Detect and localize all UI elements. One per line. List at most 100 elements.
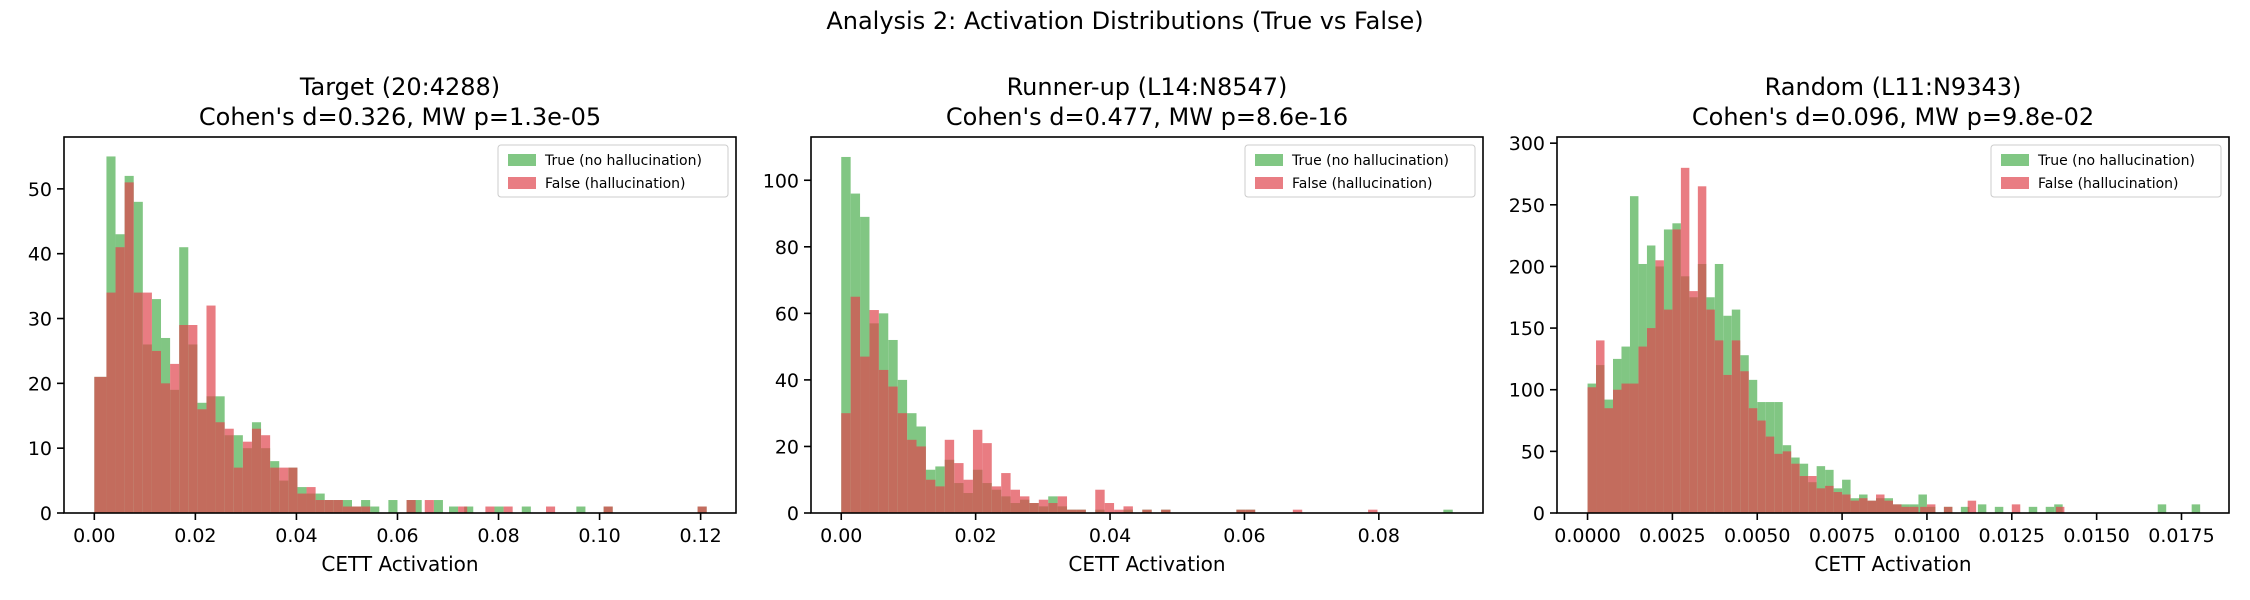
x-tick-label: 0.12	[679, 525, 721, 547]
histogram-bar	[115, 247, 125, 513]
histogram-bar	[251, 428, 262, 513]
histogram-bar	[133, 292, 143, 513]
histogram-bar	[1977, 504, 1987, 513]
histogram-bar	[315, 500, 325, 513]
histogram-bar	[170, 363, 180, 513]
axes-frame	[810, 136, 1484, 514]
x-tick-label: 0.0025	[1639, 525, 1705, 547]
histogram-bar	[279, 467, 289, 513]
histogram-bar	[1757, 420, 1766, 513]
histogram-bar	[494, 506, 504, 513]
x-tick-label: 0.0100	[1894, 525, 1960, 547]
x-tick-label: 0.04	[275, 525, 317, 547]
histogram-bar	[850, 296, 861, 513]
legend-label: False (hallucination)	[545, 176, 685, 192]
histogram-bar	[242, 441, 252, 513]
histogram-bar	[1782, 451, 1792, 513]
histogram-bar	[916, 446, 926, 513]
histogram-bar	[361, 500, 371, 513]
histogram-bar	[1596, 340, 1605, 513]
histogram-bar	[1621, 383, 1630, 513]
histogram-bar	[1095, 489, 1105, 513]
legend-box	[497, 144, 729, 198]
histogram-bar	[1655, 260, 1664, 513]
histogram-bar	[1808, 476, 1817, 513]
legend-label: True (no hallucination)	[544, 153, 702, 169]
histogram-bar	[603, 506, 613, 513]
histogram-bar	[1893, 504, 1902, 513]
histogram-bar	[991, 486, 1002, 513]
histogram-bar	[1236, 509, 1246, 513]
y-tick-label: 50	[28, 179, 52, 201]
histogram-bar	[1714, 340, 1724, 513]
histogram-bar	[1943, 506, 1953, 513]
x-tick-label: 0.06	[1223, 525, 1265, 547]
histogram-bar	[1010, 489, 1020, 513]
histogram-bar	[324, 500, 334, 513]
histogram-bar	[485, 506, 495, 513]
subplot-subtitle: Cohen's d=0.477, MW p=8.6e-16	[946, 103, 1348, 131]
legend-swatch	[508, 177, 536, 189]
histogram-bar	[935, 486, 945, 513]
y-tick-label: 20	[775, 436, 799, 458]
histogram-bar	[860, 356, 870, 513]
histogram-bar	[151, 350, 162, 513]
histogram-bar	[306, 487, 316, 513]
histogram-bar	[944, 439, 955, 513]
histogram-bar	[1799, 476, 1809, 513]
histogram-bar	[342, 506, 352, 513]
histogram-bar	[161, 383, 171, 513]
axes-frame	[63, 136, 737, 514]
subplot-3: Random (L11:N9343)Cohen's d=0.096, MW p=…	[1509, 73, 2230, 576]
x-tick-label: 0.0125	[1979, 525, 2045, 547]
y-tick-label: 40	[28, 244, 52, 266]
histogram-bar	[1920, 506, 1929, 513]
subplot-1: Target (20:4288)Cohen's d=0.326, MW p=1.…	[28, 73, 737, 576]
y-tick-label: 250	[1509, 195, 1545, 217]
x-tick-label: 0.0050	[1724, 525, 1790, 547]
histogram-bar	[270, 467, 280, 513]
histogram-bar	[982, 443, 992, 513]
histogram-bar	[215, 422, 225, 513]
x-axis-label: CETT Activation	[321, 552, 478, 576]
histogram-bar	[1876, 494, 1885, 513]
histogram-bar	[1867, 500, 1877, 513]
histogram-bar	[1748, 408, 1758, 513]
series-false	[1587, 167, 2065, 513]
x-tick-label: 0.10	[578, 525, 620, 547]
histogram-bar	[521, 506, 531, 513]
x-tick-label: 0.02	[954, 525, 996, 547]
histogram-bar	[954, 463, 964, 513]
histogram-bar	[1994, 506, 2004, 513]
legend-swatch	[2001, 177, 2029, 189]
histogram-bar	[925, 479, 936, 513]
histogram-bar	[1918, 494, 1927, 513]
histogram-bar	[142, 292, 152, 513]
histogram-bar	[1740, 371, 1749, 513]
histogram-bar	[406, 500, 416, 513]
x-tick-label: 0.08	[477, 525, 519, 547]
histogram-bar	[433, 500, 443, 513]
subplot-title: Target (20:4288)	[299, 73, 500, 101]
legend-label: False (hallucination)	[1292, 176, 1432, 192]
subplot-subtitle: Cohen's d=0.096, MW p=9.8e-02	[1692, 103, 2094, 131]
legend-box	[1244, 144, 1476, 198]
histogram-bar	[1791, 463, 1800, 513]
x-tick-label: 0.00	[73, 525, 115, 547]
histogram-bar	[1067, 509, 1077, 513]
histogram-bar	[333, 500, 343, 513]
histogram-bar	[388, 500, 398, 513]
subplot-title: Runner-up (L14:N8547)	[1007, 73, 1288, 101]
histogram-bar	[907, 439, 917, 513]
x-axis-label: CETT Activation	[1814, 552, 1971, 576]
histogram-bar	[697, 506, 707, 513]
x-tick-label: 0.02	[174, 525, 216, 547]
x-tick-label: 0.0000	[1554, 525, 1620, 547]
y-tick-label: 0	[1533, 503, 1545, 525]
histogram-bar	[1368, 509, 1378, 513]
histogram-bar	[897, 413, 908, 513]
histogram-bar	[1663, 309, 1673, 513]
histogram-bar	[1142, 509, 1152, 513]
histogram-bar	[1114, 509, 1124, 513]
